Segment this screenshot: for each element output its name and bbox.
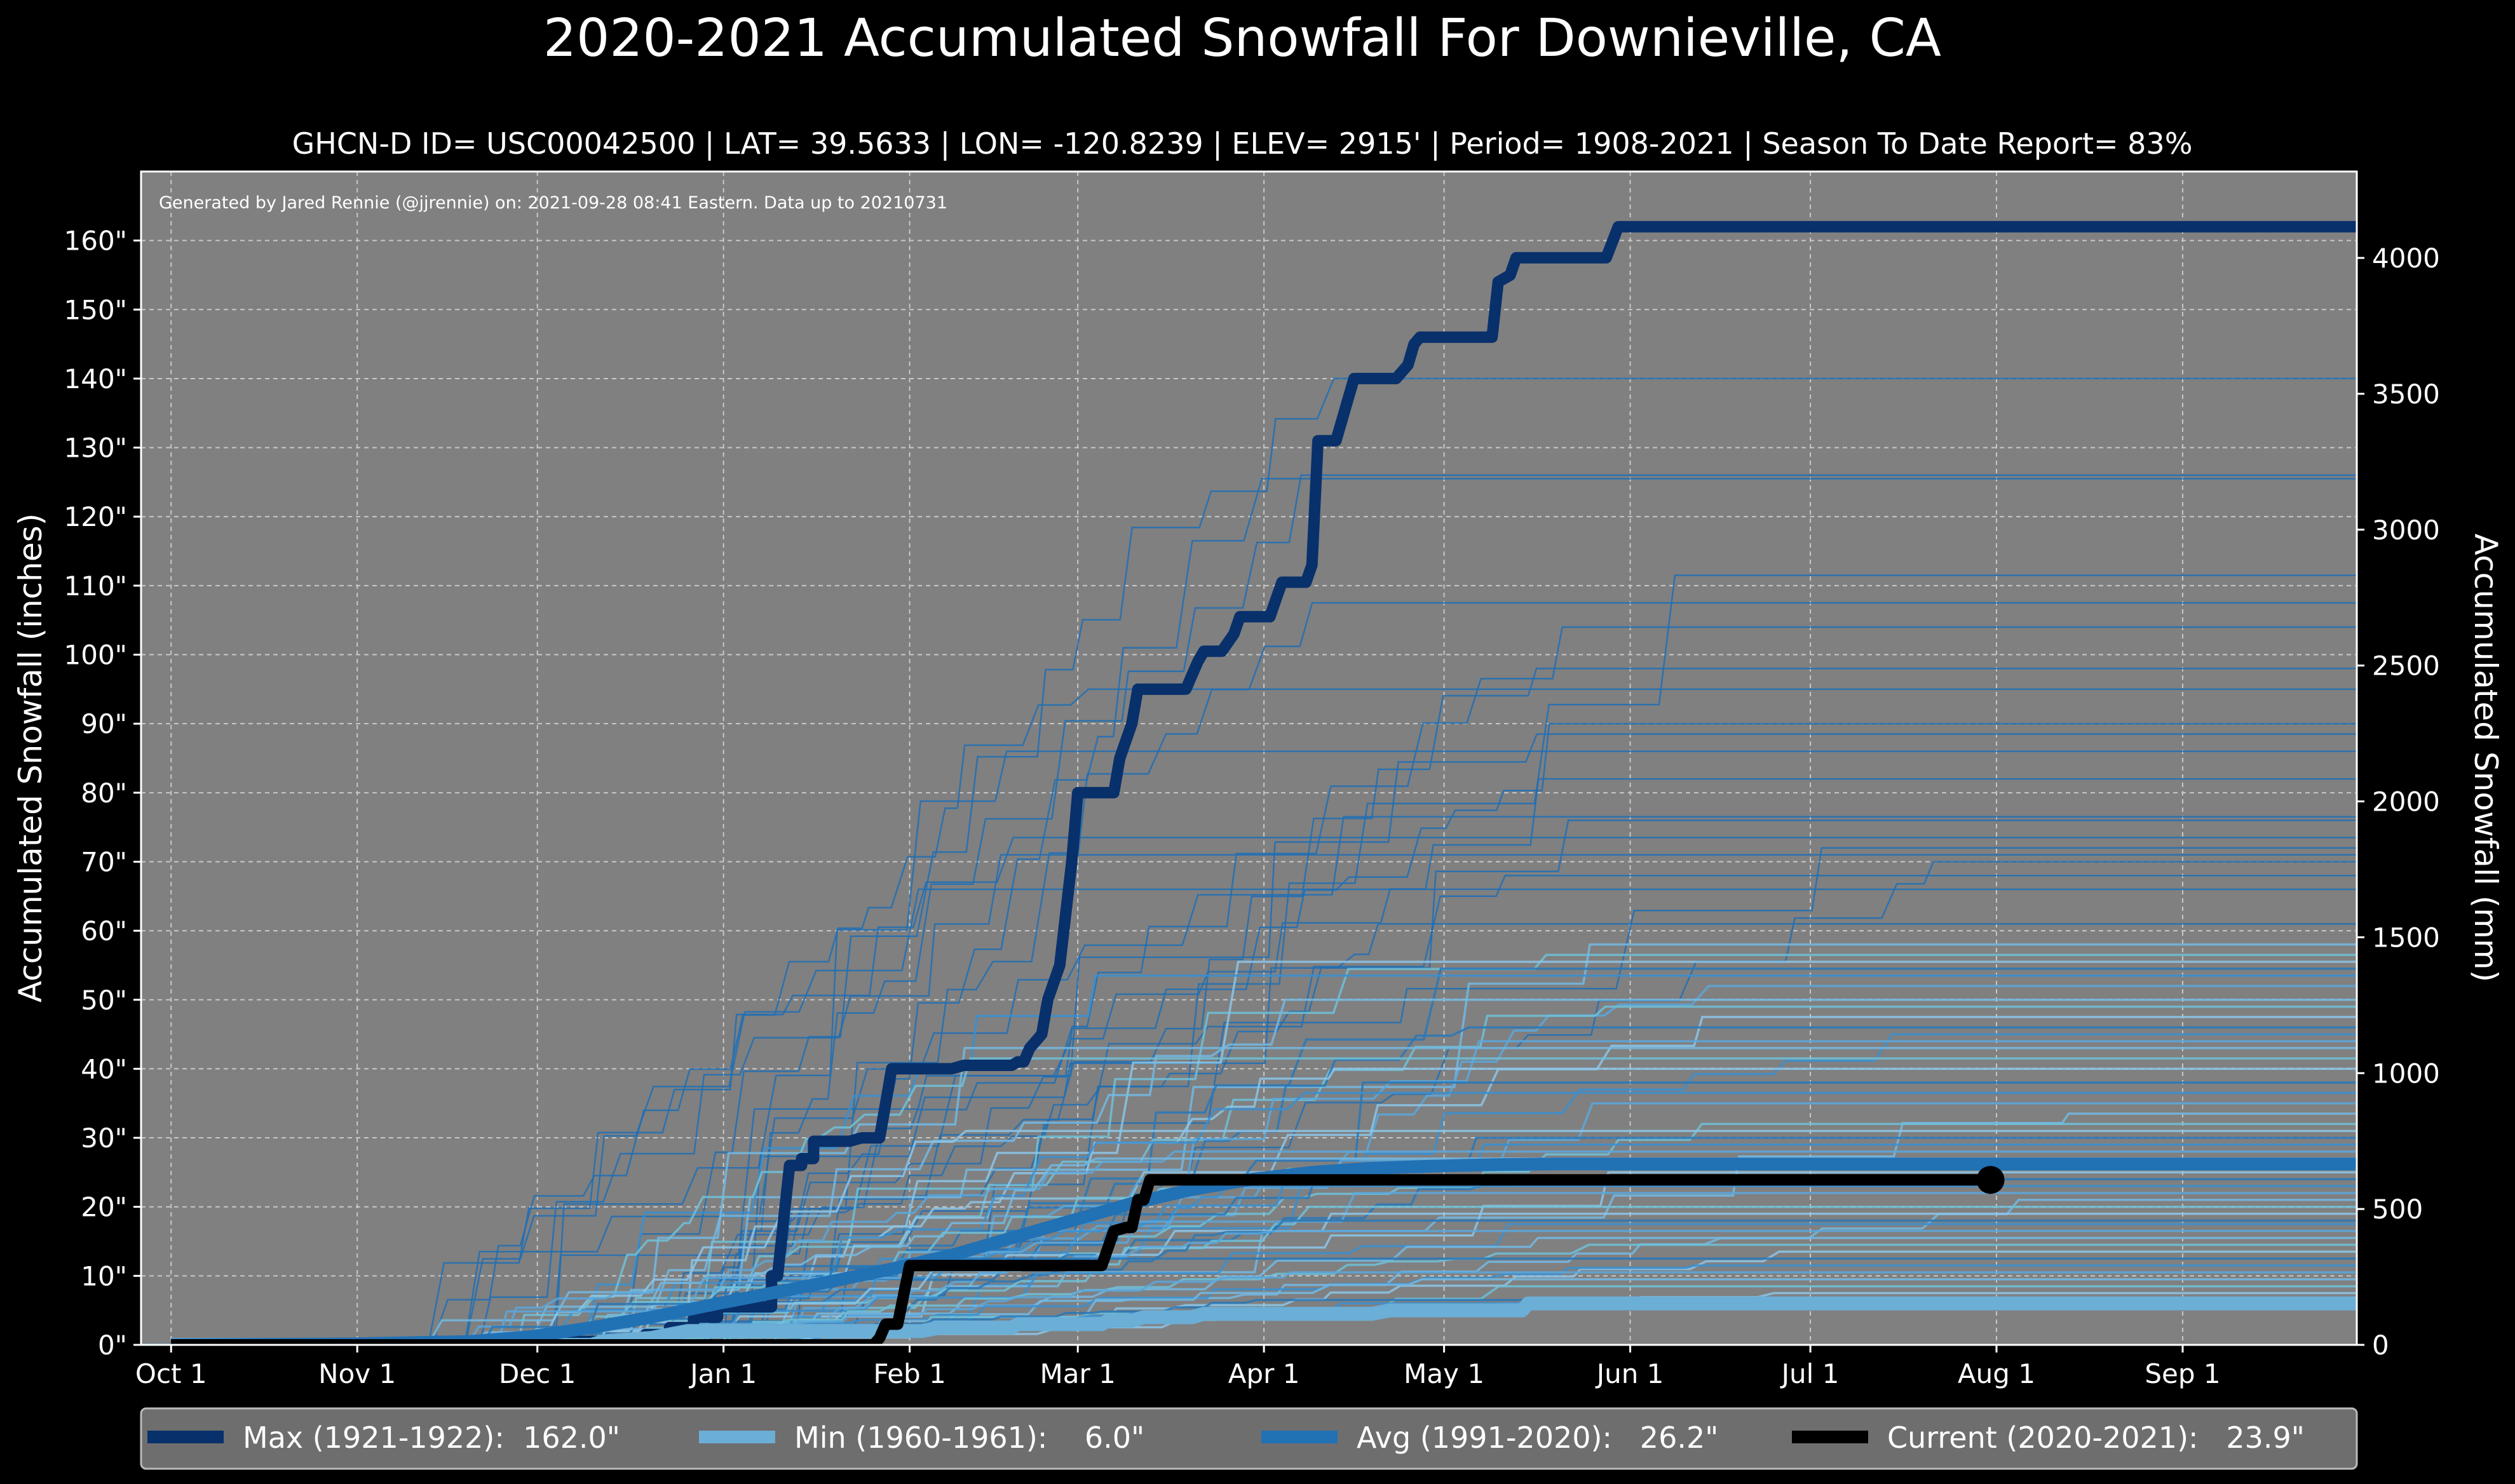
- historical-season-line: [141, 1271, 2357, 1345]
- y-tick-label: 30": [81, 1123, 127, 1154]
- y-tick-label: 70": [81, 846, 127, 877]
- y-tick-label: 10": [81, 1260, 127, 1292]
- y-tick-label: 130": [64, 433, 127, 464]
- y-tick-label: 60": [81, 915, 127, 947]
- markers: [1976, 1166, 2005, 1194]
- y-axis-ticks: 0" 10" 20" 30" 40" 50" 60" 70" 80" 90" 100" 110" 120…: [64, 226, 141, 1361]
- chart-title: 2020-2021 Accumulated Snowfall For Downi…: [543, 8, 1941, 69]
- y-tick-label: 80": [81, 778, 127, 809]
- legend: Max (1921-1922): 162.0" Min (1960-1961): …: [147, 1420, 2305, 1455]
- y-axis-label: Accumulated Snowfall (inches): [12, 513, 49, 1002]
- historical-season-line: [141, 478, 2357, 1345]
- current-season-end-marker: [1976, 1166, 2005, 1194]
- x-tick-label: Sep 1: [2145, 1358, 2220, 1389]
- historical-season-line: [141, 854, 2357, 1345]
- historical-season-line: [141, 733, 2357, 1345]
- y-right-tick-label: 3000: [2372, 515, 2440, 546]
- y-right-tick-label: 500: [2372, 1194, 2423, 1225]
- x-tick-label: Jan 1: [688, 1358, 757, 1389]
- historical-season-line: [141, 888, 2357, 1345]
- historical-season-line: [141, 961, 2357, 1345]
- x-tick-label: Aug 1: [1958, 1358, 2035, 1389]
- x-tick-label: Nov 1: [318, 1358, 396, 1389]
- y-tick-label: 0": [98, 1330, 127, 1361]
- y-right-tick-label: 4000: [2372, 243, 2440, 274]
- series-line-1: [171, 220, 2357, 1345]
- x-tick-label: Jul 1: [1780, 1358, 1840, 1389]
- y-tick-label: 140": [64, 363, 127, 395]
- y-tick-label: 20": [81, 1192, 127, 1223]
- y-tick-label: 100": [64, 640, 127, 671]
- y-right-tick-label: 2500: [2372, 651, 2440, 682]
- legend-label: Avg (1991-2020): 26.2": [1357, 1420, 1718, 1455]
- x-tick-label: Feb 1: [873, 1358, 946, 1389]
- historical-season-line: [141, 377, 2357, 1345]
- y-right-tick-label: 3500: [2372, 379, 2440, 410]
- x-axis-ticks: Oct 1 Nov 1 Dec 1 Jan 1 Feb 1 Mar 1 Apr 1 May 1…: [135, 1345, 2221, 1389]
- historical-season-line: [141, 923, 2357, 1345]
- series-line-3: [171, 1157, 2357, 1345]
- legend-box: [140, 1407, 2358, 1470]
- x-tick-label: Oct 1: [135, 1358, 207, 1389]
- y-right-tick-label: 0: [2372, 1330, 2389, 1361]
- grid: [141, 172, 2357, 1346]
- y-tick-label: 40": [81, 1053, 127, 1084]
- y-tick-label: 50": [81, 985, 127, 1016]
- historical-season-line: [141, 954, 2357, 1345]
- plot-area: [141, 172, 2357, 1345]
- y-tick-label: 160": [64, 226, 127, 257]
- y-tick-label: 120": [64, 501, 127, 532]
- historical-season-line: [141, 1081, 2357, 1345]
- x-tick-label: Mar 1: [1040, 1358, 1116, 1389]
- historical-season-line: [141, 837, 2357, 1345]
- y-right-tick-label: 1500: [2372, 922, 2440, 953]
- y-axis-right-ticks: 0 500 1000 1500 2000 2500 3000 3500 4000: [2357, 243, 2440, 1361]
- chart-subtitle: GHCN-D ID= USC00042500 | LAT= 39.5633 | …: [292, 126, 2193, 161]
- x-tick-label: May 1: [1404, 1358, 1484, 1389]
- historical-season-line: [141, 1005, 2357, 1345]
- y-right-tick-label: 2000: [2372, 786, 2440, 818]
- series-line-2: [171, 1296, 2357, 1345]
- y-right-tick-label: 1000: [2372, 1058, 2440, 1089]
- x-tick-label: Dec 1: [499, 1358, 576, 1389]
- y-tick-label: 90": [81, 708, 127, 739]
- plot-frame: [140, 170, 2358, 1346]
- legend-label: Max (1921-1922): 162.0": [243, 1420, 620, 1455]
- legend-label: Min (1960-1961): 6.0": [794, 1420, 1144, 1455]
- historical-season-line: [141, 974, 2357, 1345]
- x-tick-label: Jun 1: [1595, 1358, 1664, 1389]
- x-tick-label: Apr 1: [1228, 1358, 1300, 1389]
- series-lines: [171, 220, 2357, 1345]
- historical-season-line: [141, 626, 2357, 1345]
- credit-text: Generated by Jared Rennie (@jjrennie) on…: [159, 193, 947, 213]
- series-line-4: [171, 1174, 1991, 1345]
- y-axis-right-label: Accumulated Snowfall (mm): [2467, 534, 2504, 982]
- legend-label: Current (2020-2021): 23.9": [1887, 1420, 2305, 1455]
- y-tick-label: 150": [64, 294, 127, 325]
- y-tick-label: 110": [64, 570, 127, 602]
